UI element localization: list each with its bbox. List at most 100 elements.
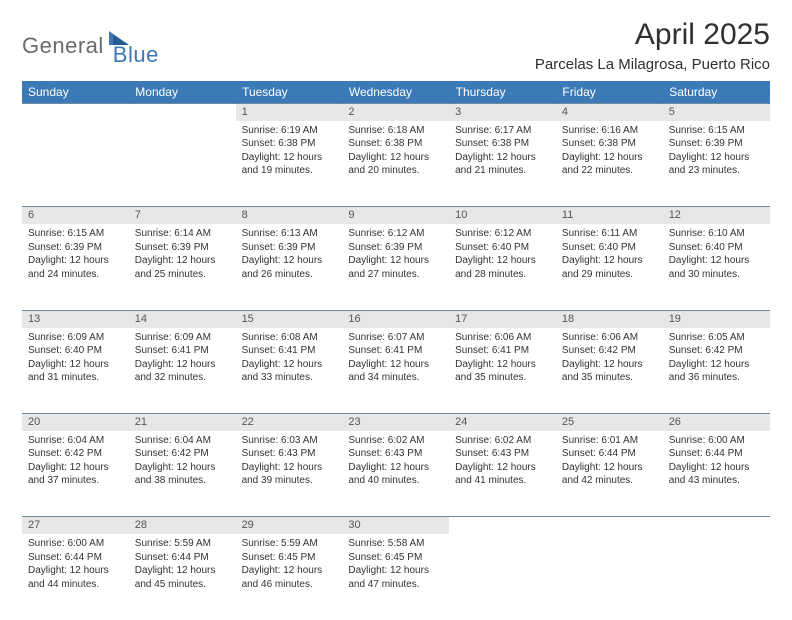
sunset-line: Sunset: 6:39 PM xyxy=(348,241,443,255)
day-number-cell xyxy=(449,517,556,534)
sunset-line: Sunset: 6:41 PM xyxy=(135,344,230,358)
daylight-line-1: Daylight: 12 hours xyxy=(135,461,230,475)
week-number-row: 27282930 xyxy=(22,517,770,534)
day-detail-cell: Sunrise: 6:07 AMSunset: 6:41 PMDaylight:… xyxy=(342,328,449,414)
daylight-line-2: and 37 minutes. xyxy=(28,474,123,488)
sunset-line: Sunset: 6:40 PM xyxy=(28,344,123,358)
sunset-line: Sunset: 6:43 PM xyxy=(348,447,443,461)
daylight-line-2: and 45 minutes. xyxy=(135,578,230,592)
week-number-row: 6789101112 xyxy=(22,207,770,224)
sunset-line: Sunset: 6:40 PM xyxy=(669,241,764,255)
sunrise-line: Sunrise: 6:15 AM xyxy=(28,227,123,241)
sunrise-line: Sunrise: 6:11 AM xyxy=(562,227,657,241)
day-detail-cell: Sunrise: 6:06 AMSunset: 6:42 PMDaylight:… xyxy=(556,328,663,414)
day-detail-cell: Sunrise: 6:11 AMSunset: 6:40 PMDaylight:… xyxy=(556,224,663,310)
sunrise-line: Sunrise: 6:04 AM xyxy=(135,434,230,448)
day-number-cell xyxy=(22,104,129,121)
day-detail-cell: Sunrise: 6:12 AMSunset: 6:39 PMDaylight:… xyxy=(342,224,449,310)
day-detail-cell xyxy=(663,534,770,620)
day-detail-cell: Sunrise: 6:15 AMSunset: 6:39 PMDaylight:… xyxy=(22,224,129,310)
day-number-cell: 17 xyxy=(449,310,556,327)
day-detail-cell: Sunrise: 6:12 AMSunset: 6:40 PMDaylight:… xyxy=(449,224,556,310)
sunrise-line: Sunrise: 6:07 AM xyxy=(348,331,443,345)
day-number: 19 xyxy=(669,313,681,325)
day-detail-cell xyxy=(129,121,236,207)
day-number-cell: 9 xyxy=(342,207,449,224)
day-detail-cell: Sunrise: 6:04 AMSunset: 6:42 PMDaylight:… xyxy=(22,431,129,517)
sunrise-line: Sunrise: 6:10 AM xyxy=(669,227,764,241)
day-number-cell: 29 xyxy=(236,517,343,534)
daylight-line-1: Daylight: 12 hours xyxy=(242,254,337,268)
sunset-line: Sunset: 6:42 PM xyxy=(28,447,123,461)
day-number-cell: 24 xyxy=(449,414,556,431)
day-number: 27 xyxy=(28,519,40,531)
daylight-line-2: and 28 minutes. xyxy=(455,268,550,282)
week-number-row: 20212223242526 xyxy=(22,414,770,431)
daylight-line-2: and 21 minutes. xyxy=(455,164,550,178)
daylight-line-2: and 44 minutes. xyxy=(28,578,123,592)
daylight-line-1: Daylight: 12 hours xyxy=(669,358,764,372)
day-detail-cell: Sunrise: 6:05 AMSunset: 6:42 PMDaylight:… xyxy=(663,328,770,414)
sunrise-line: Sunrise: 6:03 AM xyxy=(242,434,337,448)
day-number: 18 xyxy=(562,313,574,325)
month-title: April 2025 xyxy=(535,18,770,52)
daylight-line-1: Daylight: 12 hours xyxy=(562,151,657,165)
day-number: 5 xyxy=(669,106,675,118)
day-number-cell: 20 xyxy=(22,414,129,431)
daylight-line-2: and 41 minutes. xyxy=(455,474,550,488)
day-number: 6 xyxy=(28,209,34,221)
day-detail-cell xyxy=(449,534,556,620)
day-number-cell: 6 xyxy=(22,207,129,224)
day-detail-cell: Sunrise: 6:16 AMSunset: 6:38 PMDaylight:… xyxy=(556,121,663,207)
daylight-line-1: Daylight: 12 hours xyxy=(242,564,337,578)
day-detail-cell: Sunrise: 6:09 AMSunset: 6:41 PMDaylight:… xyxy=(129,328,236,414)
sunrise-line: Sunrise: 6:08 AM xyxy=(242,331,337,345)
day-number: 3 xyxy=(455,106,461,118)
day-detail-cell: Sunrise: 6:14 AMSunset: 6:39 PMDaylight:… xyxy=(129,224,236,310)
daylight-line-2: and 23 minutes. xyxy=(669,164,764,178)
daylight-line-1: Daylight: 12 hours xyxy=(455,151,550,165)
day-number-cell xyxy=(129,104,236,121)
weekday-header-row: Sunday Monday Tuesday Wednesday Thursday… xyxy=(22,81,770,104)
daylight-line-2: and 29 minutes. xyxy=(562,268,657,282)
sunrise-line: Sunrise: 6:12 AM xyxy=(348,227,443,241)
day-number-cell: 15 xyxy=(236,310,343,327)
sunset-line: Sunset: 6:41 PM xyxy=(348,344,443,358)
daylight-line-1: Daylight: 12 hours xyxy=(242,151,337,165)
sunset-line: Sunset: 6:43 PM xyxy=(242,447,337,461)
daylight-line-2: and 32 minutes. xyxy=(135,371,230,385)
daylight-line-1: Daylight: 12 hours xyxy=(135,254,230,268)
calendar-page: General Blue April 2025 Parcelas La Mila… xyxy=(0,0,792,612)
day-number: 24 xyxy=(455,416,467,428)
day-number: 21 xyxy=(135,416,147,428)
title-block: April 2025 Parcelas La Milagrosa, Puerto… xyxy=(535,18,770,73)
day-number: 26 xyxy=(669,416,681,428)
day-detail-cell: Sunrise: 6:04 AMSunset: 6:42 PMDaylight:… xyxy=(129,431,236,517)
daylight-line-1: Daylight: 12 hours xyxy=(242,358,337,372)
sunrise-line: Sunrise: 5:59 AM xyxy=(135,537,230,551)
daylight-line-2: and 42 minutes. xyxy=(562,474,657,488)
sunset-line: Sunset: 6:39 PM xyxy=(242,241,337,255)
daylight-line-2: and 19 minutes. xyxy=(242,164,337,178)
daylight-line-1: Daylight: 12 hours xyxy=(669,254,764,268)
day-detail-cell: Sunrise: 5:58 AMSunset: 6:45 PMDaylight:… xyxy=(342,534,449,620)
day-number-cell: 16 xyxy=(342,310,449,327)
day-detail-cell: Sunrise: 5:59 AMSunset: 6:44 PMDaylight:… xyxy=(129,534,236,620)
sunset-line: Sunset: 6:45 PM xyxy=(242,551,337,565)
day-number-cell: 7 xyxy=(129,207,236,224)
sunrise-line: Sunrise: 6:09 AM xyxy=(135,331,230,345)
daylight-line-1: Daylight: 12 hours xyxy=(28,564,123,578)
daylight-line-2: and 26 minutes. xyxy=(242,268,337,282)
location-subtitle: Parcelas La Milagrosa, Puerto Rico xyxy=(535,56,770,73)
sunset-line: Sunset: 6:39 PM xyxy=(669,137,764,151)
week-detail-row: Sunrise: 6:04 AM Sunset: 6:42 PM Daylight:… xyxy=(22,431,770,517)
day-number: 28 xyxy=(135,519,147,531)
day-number-cell: 4 xyxy=(556,104,663,121)
day-number-cell: 5 xyxy=(663,104,770,121)
day-number-cell: 28 xyxy=(129,517,236,534)
daylight-line-1: Daylight: 12 hours xyxy=(669,461,764,475)
day-number: 2 xyxy=(348,106,354,118)
day-detail-cell: Sunrise: 6:08 AMSunset: 6:41 PMDaylight:… xyxy=(236,328,343,414)
day-number-cell: 21 xyxy=(129,414,236,431)
sunrise-line: Sunrise: 6:17 AM xyxy=(455,124,550,138)
